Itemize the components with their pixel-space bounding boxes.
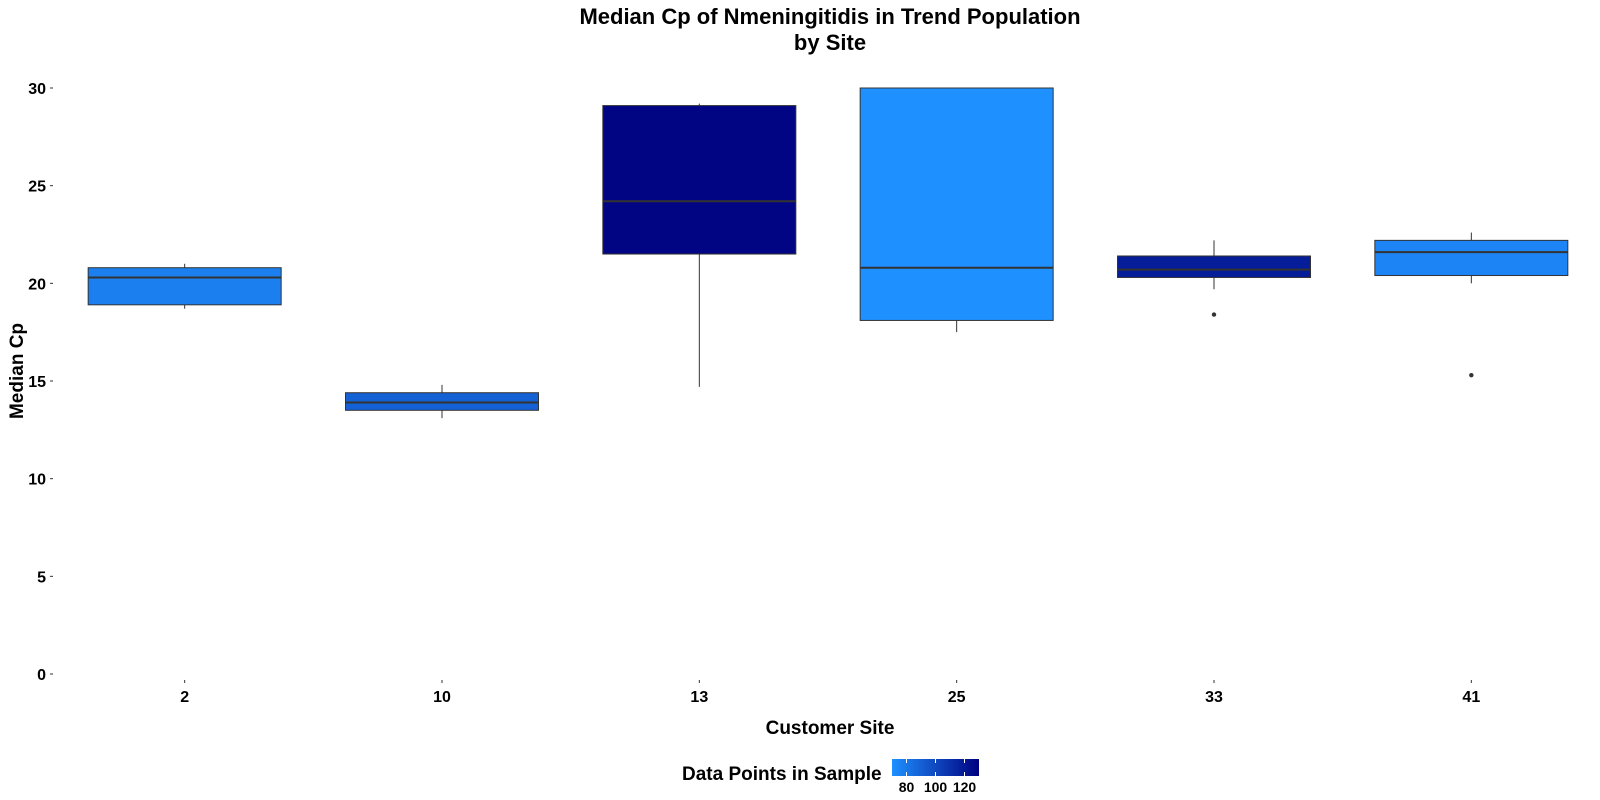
box-iqr (1374, 239, 1569, 277)
legend-ticks: 80 100 120 (899, 759, 977, 795)
y-tick-label: 30 (28, 81, 46, 98)
box-iqr (87, 267, 282, 306)
x-tick-label: 33 (1205, 689, 1223, 706)
box-series (87, 87, 1569, 419)
legend-colorbar (892, 759, 979, 776)
x-tick-label: 10 (433, 689, 451, 706)
y-tick-label: 5 (37, 569, 46, 586)
x-tick-label: 13 (690, 689, 708, 706)
box-site-10 (345, 384, 539, 419)
x-axis-label: Customer Site (766, 718, 895, 739)
x-tick-label: 25 (948, 689, 966, 706)
chart-title-line-1: Median Cp of Nmeningitidis in Trend Popu… (579, 4, 1080, 29)
y-axis-ticks: 0 5 10 15 20 25 30 (28, 81, 53, 684)
box-site-25 (859, 87, 1054, 333)
box-site-13 (602, 103, 797, 387)
y-tick-label: 20 (28, 276, 46, 293)
box-iqr (602, 105, 797, 255)
x-axis-ticks: 2 10 13 25 33 41 (180, 680, 1480, 706)
box-iqr (1117, 255, 1311, 278)
outlier-point (1211, 312, 1217, 317)
legend-tick-label: 120 (953, 779, 977, 795)
y-axis-label: Median Cp (7, 323, 28, 419)
box-site-33 (1117, 240, 1311, 317)
y-tick-label: 25 (28, 179, 46, 196)
legend-tick-label: 80 (899, 779, 915, 795)
box-iqr (859, 87, 1054, 321)
legend-tick-label: 100 (924, 779, 948, 795)
y-tick-label: 15 (28, 374, 46, 391)
chart-title-line-2: by Site (794, 30, 866, 55)
outlier-point (1469, 372, 1474, 378)
color-legend: Data Points in Sample 80 100 120 (682, 759, 979, 795)
y-tick-label: 0 (37, 667, 46, 684)
box-site-41 (1374, 232, 1569, 378)
y-tick-label: 10 (28, 472, 46, 489)
box-site-2 (87, 263, 282, 309)
x-tick-label: 41 (1462, 689, 1480, 706)
legend-title: Data Points in Sample (682, 764, 882, 785)
x-tick-label: 2 (180, 689, 189, 706)
